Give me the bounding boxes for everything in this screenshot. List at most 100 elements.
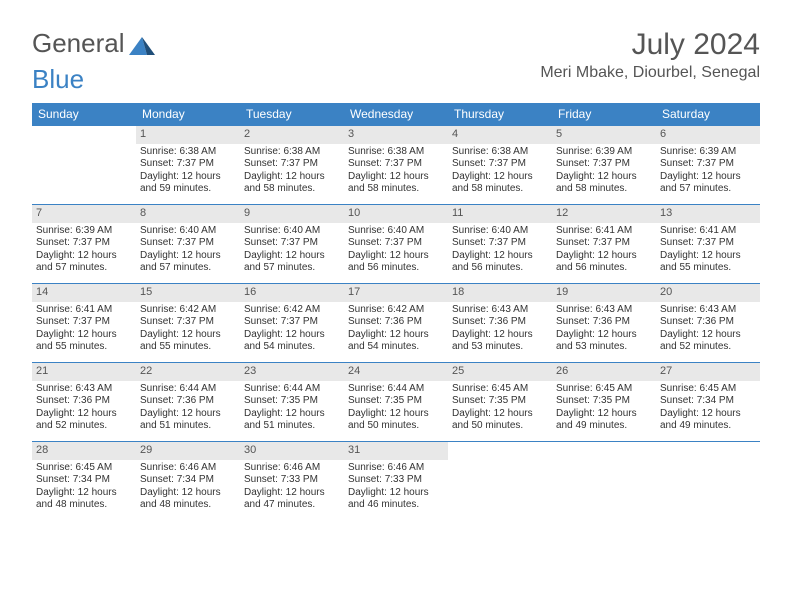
sunrise-text: Sunrise: 6:42 AM <box>244 304 340 317</box>
sunrise-text: Sunrise: 6:38 AM <box>348 146 444 159</box>
day-cell: 3Sunrise: 6:38 AMSunset: 7:37 PMDaylight… <box>344 126 448 204</box>
day-number: 12 <box>552 205 656 223</box>
day-header: Sunday <box>32 103 136 125</box>
sunset-text: Sunset: 7:37 PM <box>348 158 444 171</box>
day-number: 22 <box>136 363 240 381</box>
day-number: 7 <box>32 205 136 223</box>
sunrise-text: Sunrise: 6:41 AM <box>660 225 756 238</box>
day-number: 2 <box>240 126 344 144</box>
day-details: Sunrise: 6:45 AMSunset: 7:35 PMDaylight:… <box>448 383 552 433</box>
sunrise-text: Sunrise: 6:46 AM <box>244 462 340 475</box>
day-details: Sunrise: 6:45 AMSunset: 7:34 PMDaylight:… <box>656 383 760 433</box>
week-row: 28Sunrise: 6:45 AMSunset: 7:34 PMDayligh… <box>32 441 760 520</box>
sunset-text: Sunset: 7:37 PM <box>244 237 340 250</box>
day-details: Sunrise: 6:41 AMSunset: 7:37 PMDaylight:… <box>32 304 136 354</box>
sunrise-text: Sunrise: 6:45 AM <box>36 462 132 475</box>
sunrise-text: Sunrise: 6:44 AM <box>348 383 444 396</box>
day-cell: 23Sunrise: 6:44 AMSunset: 7:35 PMDayligh… <box>240 363 344 441</box>
sunset-text: Sunset: 7:36 PM <box>348 316 444 329</box>
day-header: Monday <box>136 103 240 125</box>
day-details: Sunrise: 6:39 AMSunset: 7:37 PMDaylight:… <box>32 225 136 275</box>
sunset-text: Sunset: 7:37 PM <box>36 316 132 329</box>
sunset-text: Sunset: 7:37 PM <box>244 158 340 171</box>
day-number: 16 <box>240 284 344 302</box>
day-cell: 31Sunrise: 6:46 AMSunset: 7:33 PMDayligh… <box>344 442 448 520</box>
logo-text-2: Blue <box>32 64 84 95</box>
day-details: Sunrise: 6:39 AMSunset: 7:37 PMDaylight:… <box>552 146 656 196</box>
sunrise-text: Sunrise: 6:43 AM <box>660 304 756 317</box>
day-cell: 13 Sunrise: 6:41 AMSunset: 7:37 PMDayligh… <box>656 205 760 283</box>
day-details: Sunrise: 6:39 AMSunset: 7:37 PMDaylight:… <box>656 146 760 196</box>
daylight-text: Daylight: 12 hours and 56 minutes. <box>556 250 652 275</box>
day-cell: 15Sunrise: 6:42 AMSunset: 7:37 PMDayligh… <box>136 284 240 362</box>
sunrise-text: Sunrise: 6:44 AM <box>244 383 340 396</box>
day-details: Sunrise: 6:38 AMSunset: 7:37 PMDaylight:… <box>240 146 344 196</box>
sunrise-text: Sunrise: 6:40 AM <box>140 225 236 238</box>
sunset-text: Sunset: 7:37 PM <box>660 237 756 250</box>
sunset-text: Sunset: 7:35 PM <box>348 395 444 408</box>
sunrise-text: Sunrise: 6:43 AM <box>452 304 548 317</box>
day-number: 30 <box>240 442 344 460</box>
day-cell: 22Sunrise: 6:44 AMSunset: 7:36 PMDayligh… <box>136 363 240 441</box>
day-header: Wednesday <box>344 103 448 125</box>
day-cell: 27 Sunrise: 6:45 AMSunset: 7:34 PMDayligh… <box>656 363 760 441</box>
sunset-text: Sunset: 7:37 PM <box>556 237 652 250</box>
day-number: 13 <box>656 205 760 223</box>
day-header: Tuesday <box>240 103 344 125</box>
day-number: 1 <box>136 126 240 144</box>
day-details: Sunrise: 6:41 AMSunset: 7:37 PMDaylight:… <box>656 225 760 275</box>
sunset-text: Sunset: 7:37 PM <box>140 316 236 329</box>
sunrise-text: Sunrise: 6:45 AM <box>660 383 756 396</box>
sunset-text: Sunset: 7:35 PM <box>244 395 340 408</box>
day-cell: 12Sunrise: 6:41 AMSunset: 7:37 PMDayligh… <box>552 205 656 283</box>
day-cell: 7 Sunrise: 6:39 AMSunset: 7:37 PMDaylight… <box>32 205 136 283</box>
daylight-text: Daylight: 12 hours and 51 minutes. <box>140 408 236 433</box>
sunset-text: Sunset: 7:34 PM <box>36 474 132 487</box>
sunset-text: Sunset: 7:37 PM <box>140 237 236 250</box>
logo-text-1: General <box>32 28 125 59</box>
daylight-text: Daylight: 12 hours and 54 minutes. <box>244 329 340 354</box>
day-details: Sunrise: 6:40 AMSunset: 7:37 PMDaylight:… <box>136 225 240 275</box>
daylight-text: Daylight: 12 hours and 55 minutes. <box>660 250 756 275</box>
daylight-text: Daylight: 12 hours and 54 minutes. <box>348 329 444 354</box>
day-details: Sunrise: 6:42 AMSunset: 7:37 PMDaylight:… <box>136 304 240 354</box>
day-cell: 2 Sunrise: 6:38 AMSunset: 7:37 PMDaylight… <box>240 126 344 204</box>
day-cell: 1Sunrise: 6:38 AMSunset: 7:37 PMDaylight… <box>136 126 240 204</box>
sunset-text: Sunset: 7:36 PM <box>452 316 548 329</box>
day-number: 6 <box>656 126 760 144</box>
day-number: 11 <box>448 205 552 223</box>
daylight-text: Daylight: 12 hours and 46 minutes. <box>348 487 444 512</box>
day-number: 17 <box>344 284 448 302</box>
day-cell <box>32 126 136 204</box>
sunrise-text: Sunrise: 6:40 AM <box>348 225 444 238</box>
day-number: 20 <box>656 284 760 302</box>
sunrise-text: Sunrise: 6:38 AM <box>140 146 236 159</box>
day-cell: 21Sunrise: 6:43 AMSunset: 7:36 PMDayligh… <box>32 363 136 441</box>
day-cell: 5Sunrise: 6:39 AMSunset: 7:37 PMDaylight… <box>552 126 656 204</box>
day-details: Sunrise: 6:42 AMSunset: 7:37 PMDaylight:… <box>240 304 344 354</box>
day-cell: 8Sunrise: 6:40 AMSunset: 7:37 PMDaylight… <box>136 205 240 283</box>
sunset-text: Sunset: 7:37 PM <box>556 158 652 171</box>
day-details: Sunrise: 6:45 AMSunset: 7:34 PMDaylight:… <box>32 462 136 512</box>
sunrise-text: Sunrise: 6:39 AM <box>556 146 652 159</box>
day-number: 27 <box>656 363 760 381</box>
daylight-text: Daylight: 12 hours and 50 minutes. <box>452 408 548 433</box>
daylight-text: Daylight: 12 hours and 52 minutes. <box>36 408 132 433</box>
day-number: 23 <box>240 363 344 381</box>
daylight-text: Daylight: 12 hours and 53 minutes. <box>452 329 548 354</box>
sunset-text: Sunset: 7:37 PM <box>452 237 548 250</box>
calendar: SundayMondayTuesdayWednesdayThursdayFrid… <box>32 103 760 520</box>
sunrise-text: Sunrise: 6:38 AM <box>452 146 548 159</box>
daylight-text: Daylight: 12 hours and 55 minutes. <box>140 329 236 354</box>
title-block: July 2024 Meri Mbake, Diourbel, Senegal <box>540 28 760 82</box>
sunrise-text: Sunrise: 6:45 AM <box>452 383 548 396</box>
day-number: 9 <box>240 205 344 223</box>
day-cell: 19Sunrise: 6:43 AMSunset: 7:36 PMDayligh… <box>552 284 656 362</box>
sunset-text: Sunset: 7:37 PM <box>244 316 340 329</box>
location: Meri Mbake, Diourbel, Senegal <box>540 64 760 82</box>
day-details: Sunrise: 6:40 AMSunset: 7:37 PMDaylight:… <box>344 225 448 275</box>
day-details: Sunrise: 6:40 AMSunset: 7:37 PMDaylight:… <box>240 225 344 275</box>
day-number: 4 <box>448 126 552 144</box>
week-row: 1Sunrise: 6:38 AMSunset: 7:37 PMDaylight… <box>32 125 760 204</box>
sunset-text: Sunset: 7:35 PM <box>452 395 548 408</box>
